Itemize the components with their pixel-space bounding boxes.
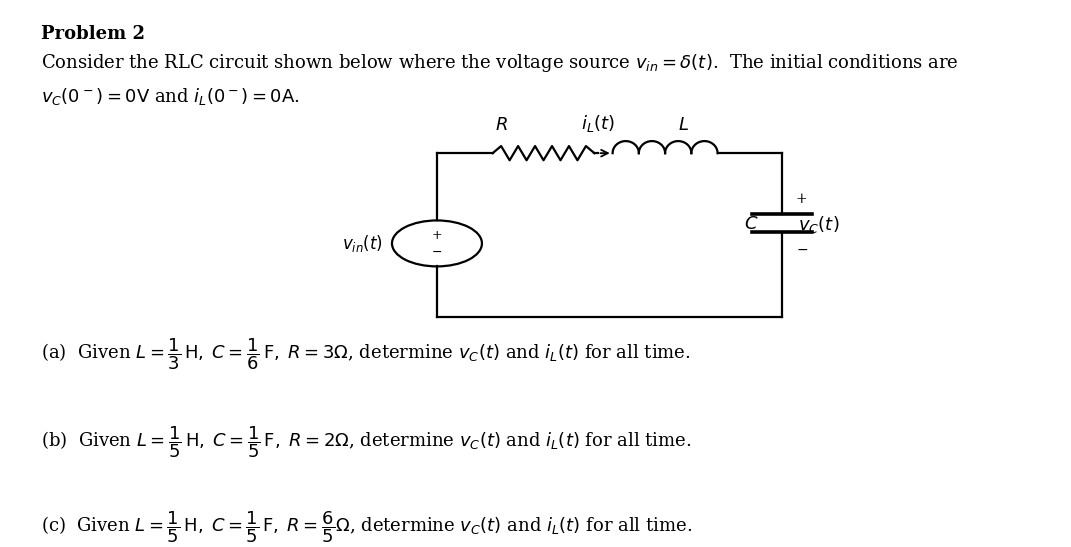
Text: $v_C(t)$: $v_C(t)$ xyxy=(798,214,840,235)
Text: $L$: $L$ xyxy=(678,116,689,134)
Text: $R$: $R$ xyxy=(495,116,508,134)
Text: $i_L(t)$: $i_L(t)$ xyxy=(580,113,615,134)
Text: Problem 2: Problem 2 xyxy=(41,25,145,43)
Text: (c)  Given $L = \dfrac{1}{5}\,\mathrm{H},\; C = \dfrac{1}{5}\,\mathrm{F},\; R = : (c) Given $L = \dfrac{1}{5}\,\mathrm{H},… xyxy=(41,510,692,545)
Text: $C$: $C$ xyxy=(743,216,758,233)
Text: Consider the RLC circuit shown below where the voltage source $v_{in} = \delta(t: Consider the RLC circuit shown below whe… xyxy=(41,52,959,74)
Text: (b)  Given $L = \dfrac{1}{5}\,\mathrm{H},\; C = \dfrac{1}{5}\,\mathrm{F},\; R = : (b) Given $L = \dfrac{1}{5}\,\mathrm{H},… xyxy=(41,424,691,459)
Text: +: + xyxy=(432,229,442,242)
Text: $-$: $-$ xyxy=(432,245,442,258)
Text: $v_{in}(t)$: $v_{in}(t)$ xyxy=(343,233,383,254)
Text: (a)  Given $L = \dfrac{1}{3}\,\mathrm{H},\; C = \dfrac{1}{6}\,\mathrm{F},\; R = : (a) Given $L = \dfrac{1}{3}\,\mathrm{H},… xyxy=(41,336,691,372)
Text: $-$: $-$ xyxy=(796,242,808,256)
Text: +: + xyxy=(796,192,808,206)
Text: $v_C(0^-) = 0\mathrm{V}$ and $i_L(0^-) = 0\mathrm{A}$.: $v_C(0^-) = 0\mathrm{V}$ and $i_L(0^-) =… xyxy=(41,86,300,107)
